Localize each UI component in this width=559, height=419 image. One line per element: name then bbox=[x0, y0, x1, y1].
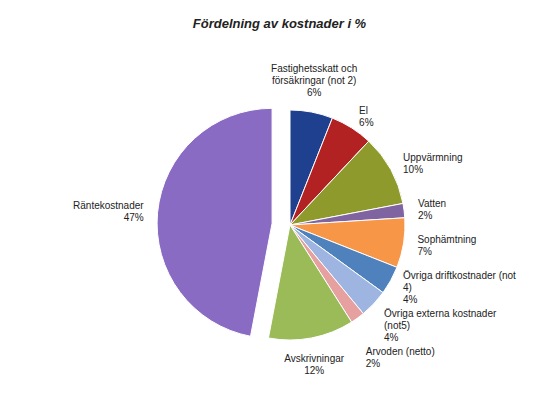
percent-label: 2% bbox=[418, 210, 433, 221]
slice-label: 4) bbox=[403, 282, 412, 293]
percent-label: 4% bbox=[384, 332, 399, 343]
slice-label: försäkringar (not 2) bbox=[272, 75, 356, 86]
slice-label: Sophämtning bbox=[417, 234, 476, 245]
percent-label: 7% bbox=[417, 246, 432, 257]
percent-label: 2% bbox=[366, 358, 381, 369]
slice bbox=[268, 225, 351, 340]
slice-label: Övriga externa kostnader bbox=[384, 308, 497, 319]
slices bbox=[157, 108, 405, 340]
slice-label: (not5) bbox=[384, 320, 410, 331]
slice-label: Vatten bbox=[418, 198, 446, 209]
percent-label: 6% bbox=[359, 117, 374, 128]
chart: Fördelning av kostnader i % Fastighetsska… bbox=[0, 0, 559, 419]
slice-label: Räntekostnader bbox=[73, 200, 144, 211]
data-labels: Fastighetsskatt ochförsäkringar (not 2)6… bbox=[73, 63, 516, 375]
slice-label: Fastighetsskatt och bbox=[271, 63, 357, 74]
slice-label: Avskrivningar bbox=[284, 353, 345, 364]
percent-label: 4% bbox=[403, 294, 418, 305]
percent-label: 10% bbox=[403, 164, 423, 175]
background bbox=[0, 0, 559, 419]
percent-label: 47% bbox=[124, 212, 144, 223]
percent-label: 6% bbox=[307, 87, 322, 98]
title: Fördelning av kostnader i % bbox=[193, 16, 367, 31]
slice-label: El bbox=[359, 105, 368, 116]
slice-label: Arvoden (netto) bbox=[366, 346, 435, 357]
slice bbox=[157, 108, 272, 336]
slice-label: Övriga driftkostnader (not bbox=[403, 270, 516, 281]
slice-label: Uppvärmning bbox=[403, 152, 462, 163]
percent-label: 12% bbox=[304, 365, 324, 376]
